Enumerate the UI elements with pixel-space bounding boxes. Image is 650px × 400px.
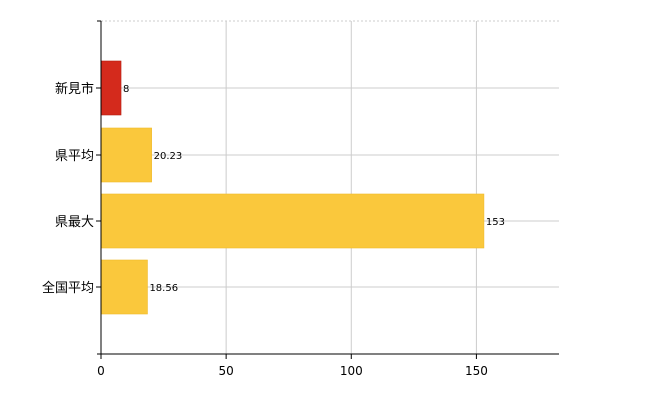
bar-2	[100, 127, 152, 183]
data-labels: 8 20.23 153 18.56	[123, 84, 505, 294]
category-label: 県最大	[55, 215, 94, 230]
axes-group	[97, 20, 559, 355]
bar-3	[100, 193, 485, 249]
category-label: 全国平均	[42, 280, 94, 296]
x-axis-ticks: 0 50 100 150	[97, 354, 488, 378]
data-label: 18.56	[149, 283, 178, 294]
x-tick-label: 150	[465, 364, 488, 378]
data-label: 8	[123, 84, 129, 95]
bar-4	[100, 259, 148, 315]
category-label: 県平均	[55, 149, 94, 164]
category-label: 新見市	[55, 81, 94, 97]
x-tick-label: 100	[340, 364, 363, 378]
x-tick-label: 0	[97, 364, 105, 378]
data-label: 153	[486, 217, 505, 228]
grid-lines	[101, 20, 559, 354]
bar-1	[100, 60, 122, 116]
x-tick-label: 50	[218, 364, 233, 378]
data-label: 20.23	[154, 151, 183, 162]
bars-group	[100, 60, 485, 315]
